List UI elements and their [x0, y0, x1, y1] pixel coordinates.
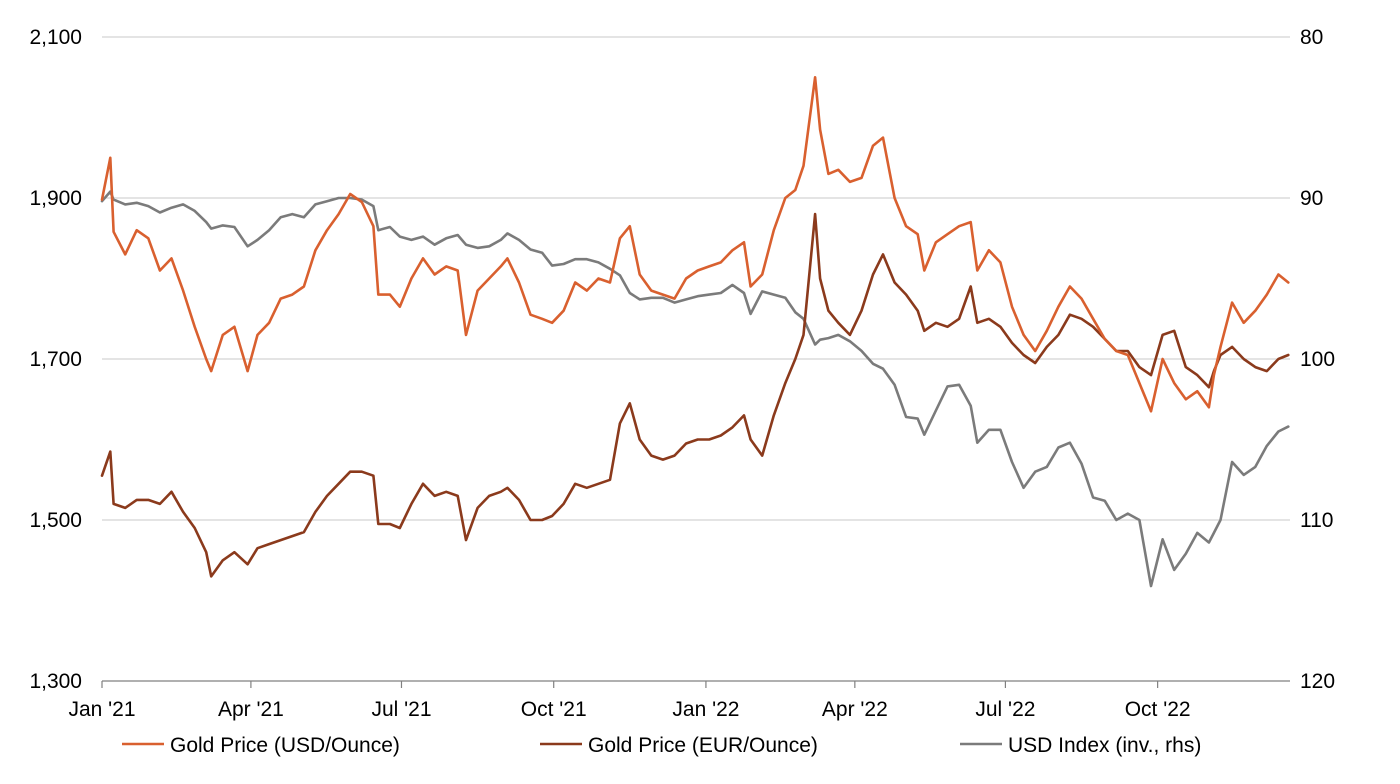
x-tick-label: Jul '22 — [975, 698, 1035, 721]
series-layer — [100, 76, 1290, 588]
x-tick-label: Jan '21 — [68, 698, 135, 721]
series-line-2 — [100, 190, 1290, 588]
x-tick-label: Jan '22 — [672, 698, 739, 721]
x-tick-label: Apr '22 — [822, 698, 888, 721]
axis-layer: 1,300 1,500 1,700 1,900 2,100 80 90 100 110 120 Ja… — [29, 26, 1335, 721]
grid-layer — [102, 36, 1290, 521]
y-left-tick-label: 1,300 — [29, 670, 82, 693]
legend-label: Gold Price (USD/Ounce) — [170, 734, 400, 757]
y-left-tick-label: 1,900 — [29, 187, 82, 210]
y-right-tick-label: 100 — [1300, 348, 1335, 371]
series-line-0 — [100, 76, 1290, 413]
y-left-tick-label: 1,500 — [29, 509, 82, 532]
y-right-tick-label: 80 — [1300, 26, 1323, 49]
x-tick-label: Oct '22 — [1125, 698, 1191, 721]
x-tick-label: Oct '21 — [521, 698, 587, 721]
legend-label: Gold Price (EUR/Ounce) — [588, 734, 818, 757]
y-right-tick-label: 120 — [1300, 670, 1335, 693]
legend-layer: Gold Price (USD/Ounce) Gold Price (EUR/Ou… — [122, 734, 1201, 757]
y-left-tick-label: 2,100 — [29, 26, 82, 49]
series-line-1 — [100, 212, 1290, 578]
legend-label: USD Index (inv., rhs) — [1008, 734, 1201, 757]
y-left-tick-label: 1,700 — [29, 348, 82, 371]
x-tick-label: Jul '21 — [371, 698, 431, 721]
y-right-tick-label: 90 — [1300, 187, 1323, 210]
x-tick-label: Apr '21 — [218, 698, 284, 721]
y-right-tick-label: 110 — [1300, 509, 1333, 532]
